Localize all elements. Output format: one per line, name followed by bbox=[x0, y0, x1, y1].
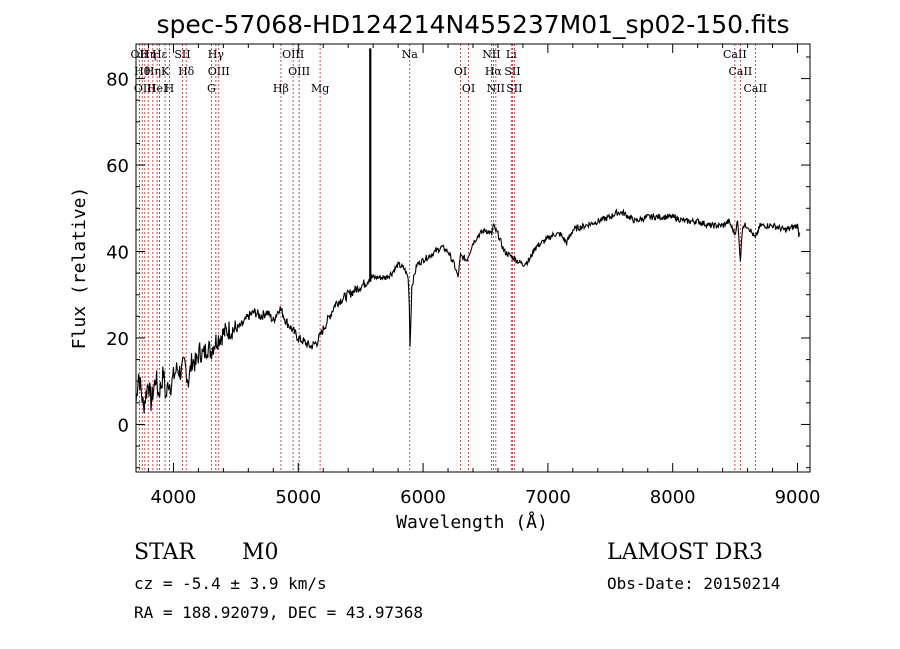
line-label: Hη bbox=[145, 65, 161, 78]
line-label: Hε bbox=[152, 48, 168, 61]
x-axis-label: Wavelength (Å) bbox=[396, 511, 548, 533]
survey-name: LAMOST DR3 bbox=[607, 540, 763, 565]
line-label: OII bbox=[131, 48, 149, 61]
plot-frame bbox=[135, 43, 811, 473]
x-tick-label: 9000 bbox=[775, 487, 821, 508]
line-label: CaII bbox=[743, 82, 767, 95]
obs-date: Obs-Date: 20150214 bbox=[607, 574, 781, 593]
line-label: OI bbox=[462, 82, 475, 95]
line-label: OI bbox=[454, 65, 467, 78]
y-tick-label: 0 bbox=[118, 415, 129, 436]
line-label: SII bbox=[174, 48, 190, 61]
emission-line-labels: OII Hθ OIII Hη Hη HeI Hε KH SII Hδ G Hγ OIII Hβ OIII OI… bbox=[131, 48, 768, 95]
line-label: H bbox=[165, 82, 175, 95]
y-tick-label: 80 bbox=[106, 70, 129, 91]
line-label: G bbox=[207, 82, 216, 95]
line-label: Na bbox=[402, 48, 419, 61]
x-tick-label: 4000 bbox=[151, 487, 197, 508]
emission-line-markers bbox=[138, 44, 756, 472]
object-subclass: M0 bbox=[242, 540, 279, 565]
line-label: OIII bbox=[134, 82, 156, 95]
line-label: Mg bbox=[311, 82, 329, 95]
line-label: NII bbox=[487, 82, 505, 95]
line-label: OIII bbox=[288, 65, 310, 78]
object-class: STAR bbox=[134, 540, 195, 565]
line-label: K bbox=[161, 65, 170, 78]
line-label: SII bbox=[506, 82, 522, 95]
y-tick-label: 60 bbox=[106, 156, 129, 177]
spectrum-series bbox=[135, 208, 801, 414]
line-label: Hγ bbox=[208, 48, 225, 61]
line-label: SII bbox=[504, 65, 520, 78]
x-tick-label: 8000 bbox=[650, 487, 696, 508]
line-label: Hα bbox=[485, 65, 503, 78]
y-tick-label: 40 bbox=[106, 243, 129, 264]
line-label: OIII bbox=[208, 65, 230, 78]
line-label: CaII bbox=[729, 65, 753, 78]
line-label: CaII bbox=[723, 48, 747, 61]
x-axis-ticks: 4000 5000 6000 7000 8000 9000 bbox=[147, 44, 821, 508]
chart-title: spec-57068-HD124214N455237M01_sp02-150.f… bbox=[156, 10, 789, 39]
line-label: Hη bbox=[140, 48, 156, 61]
line-label: NII bbox=[482, 48, 500, 61]
line-label: OIII bbox=[282, 48, 304, 61]
y-tick-label: 20 bbox=[106, 329, 129, 350]
y-axis-ticks: 0 20 40 60 80 bbox=[106, 56, 810, 469]
y-axis-label: Flux (relative) bbox=[69, 187, 90, 350]
x-tick-label: 6000 bbox=[400, 487, 446, 508]
line-label: Li bbox=[506, 48, 517, 61]
redshift-value: cz = -5.4 ± 3.9 km/s bbox=[134, 574, 327, 593]
coordinates: RA = 188.92079, DEC = 43.97368 bbox=[134, 603, 423, 622]
line-label: Hδ bbox=[178, 65, 195, 78]
line-label: HeI bbox=[147, 82, 167, 95]
line-label: Hβ bbox=[273, 82, 289, 95]
line-label: Hθ bbox=[134, 65, 151, 78]
x-tick-label: 7000 bbox=[525, 487, 571, 508]
x-tick-label: 5000 bbox=[275, 487, 321, 508]
